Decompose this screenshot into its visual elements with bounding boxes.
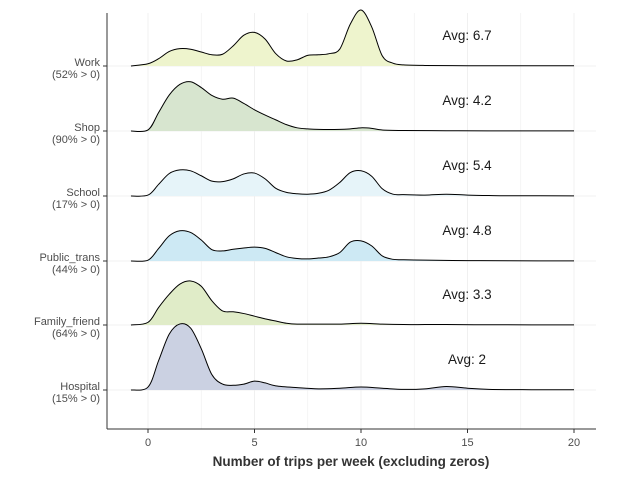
ridge-public-trans: Avg: 4.8 <box>130 223 575 262</box>
y-tick-label: Work <box>75 57 101 69</box>
x-ticks: 0 5 10 15 20 <box>145 429 580 449</box>
ridge-area <box>130 280 574 325</box>
avg-annotation: Avg: 4.2 <box>442 93 491 108</box>
y-tick-share-label: (64% > 0) <box>52 328 100 340</box>
y-tick-label: Hospital <box>60 381 100 393</box>
avg-annotation: Avg: 2 <box>448 352 486 367</box>
ridges: Avg: 6.7 Avg: 4.2 Avg: 5.4 Avg: 4.8 Avg: 3.3… <box>130 9 575 391</box>
ridge-area <box>130 169 574 197</box>
avg-annotation: Avg: 4.8 <box>442 223 491 238</box>
ridge-outline <box>130 230 575 262</box>
y-tick-label: School <box>66 187 100 199</box>
ridge-outline <box>130 323 575 391</box>
ridge-school: Avg: 5.4 <box>130 158 575 197</box>
ridge-outline <box>130 169 575 197</box>
avg-annotation: Avg: 6.7 <box>442 28 491 43</box>
ridge-outline <box>130 280 575 326</box>
ridge-outline <box>130 9 575 67</box>
avg-annotation: Avg: 5.4 <box>442 158 492 173</box>
ridge-shop: Avg: 4.2 <box>130 81 575 133</box>
y-tick-share-label: (52% > 0) <box>52 69 100 81</box>
y-tick-label: Shop <box>74 122 100 134</box>
y-tick-share-label: (90% > 0) <box>52 134 100 146</box>
avg-annotation: Avg: 3.3 <box>442 287 491 302</box>
ridge-hospital: Avg: 2 <box>130 323 575 391</box>
ridge-area <box>130 230 574 262</box>
y-tick-share-label: (44% > 0) <box>52 264 100 276</box>
x-tick-label: 0 <box>145 437 151 449</box>
ridge-family-friend: Avg: 3.3 <box>130 280 575 326</box>
x-tick-label: 5 <box>251 437 257 449</box>
x-tick-label: 10 <box>355 437 367 449</box>
ridge-work: Avg: 6.7 <box>130 9 575 67</box>
ridge-area <box>130 323 574 391</box>
ridge-outline <box>130 81 575 133</box>
y-tick-share-label: (15% > 0) <box>52 393 100 405</box>
y-tick-label: Public_trans <box>39 252 100 264</box>
ridge-area <box>130 81 574 132</box>
x-axis-label: Number of trips per week (excluding zero… <box>213 454 490 469</box>
y-labels: Work(52% > 0) Shop(90% > 0) School(17% > 0… <box>34 57 107 405</box>
y-tick-label: Family_friend <box>34 316 100 328</box>
y-tick-share-label: (17% > 0) <box>52 199 100 211</box>
x-tick-label: 15 <box>461 437 473 449</box>
axes <box>106 13 596 430</box>
ridge-area <box>130 9 574 66</box>
x-tick-label: 20 <box>568 437 580 449</box>
